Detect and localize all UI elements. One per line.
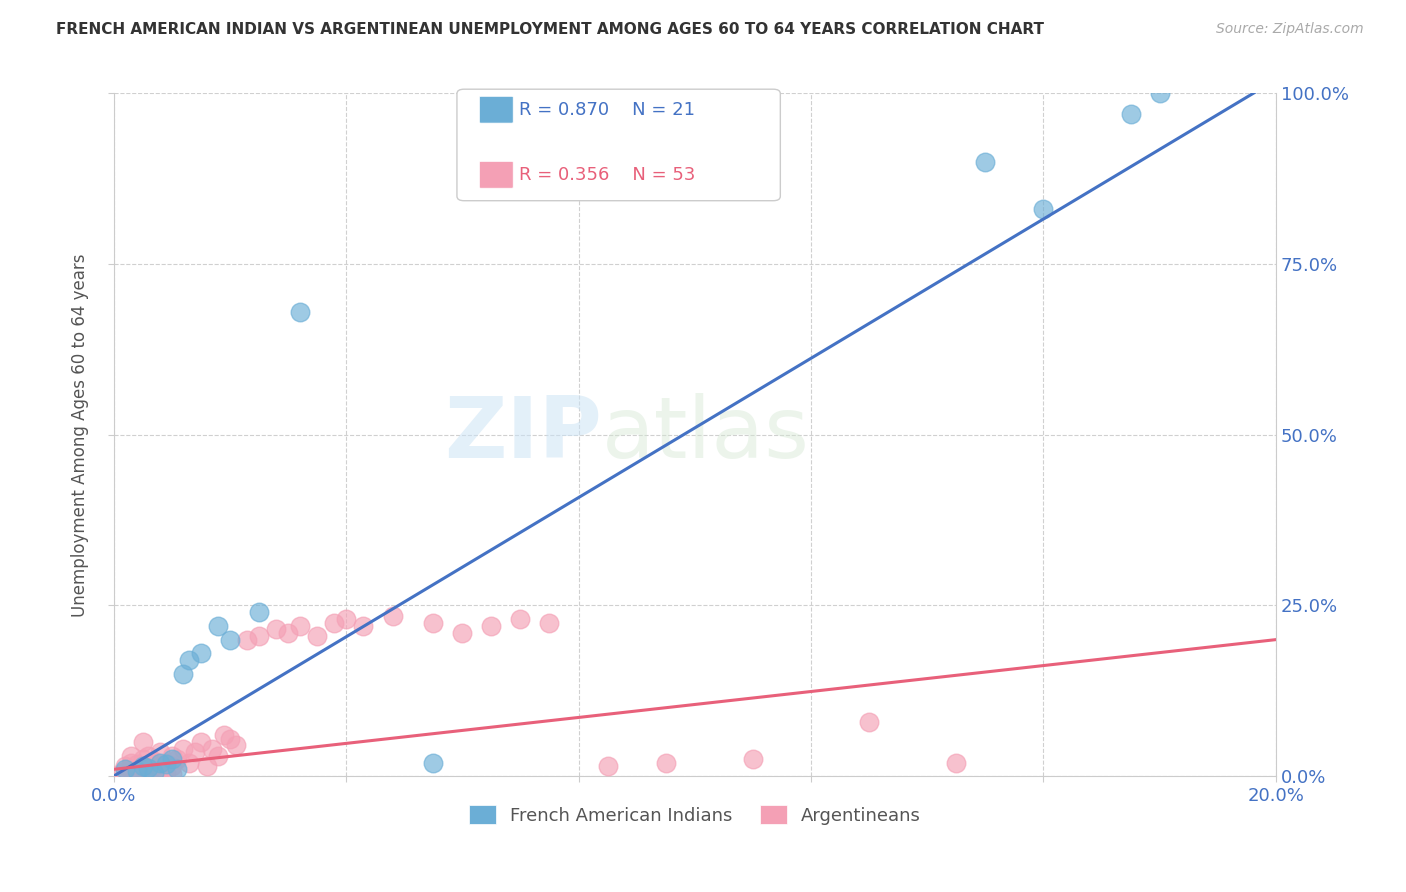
Point: [212, 728, 235, 742]
Text: R = 0.356    N = 53: R = 0.356 N = 53: [519, 166, 695, 184]
Point: [125, 756, 148, 771]
Point: [323, 615, 346, 630]
Point: [201, 742, 224, 756]
Point: [160, 748, 183, 763]
Text: Source: ZipAtlas.com: Source: ZipAtlas.com: [1216, 22, 1364, 37]
Point: [166, 752, 188, 766]
Point: [155, 756, 177, 771]
Point: [353, 619, 375, 633]
Point: [114, 762, 136, 776]
Point: [149, 756, 172, 770]
Text: FRENCH AMERICAN INDIAN VS ARGENTINEAN UNEMPLOYMENT AMONG AGES 60 TO 64 YEARS COR: FRENCH AMERICAN INDIAN VS ARGENTINEAN UN…: [56, 22, 1045, 37]
Point: [160, 767, 183, 781]
Point: [131, 759, 153, 773]
Point: [184, 745, 207, 759]
Point: [114, 759, 136, 773]
Point: [335, 612, 357, 626]
Point: [155, 756, 177, 770]
Point: [509, 612, 531, 626]
Point: [190, 646, 212, 660]
Point: [422, 615, 444, 630]
Point: [236, 632, 259, 647]
Point: [218, 632, 240, 647]
Point: [266, 623, 288, 637]
Point: [131, 735, 153, 749]
Point: [277, 625, 299, 640]
Point: [218, 731, 240, 746]
Point: [114, 764, 136, 778]
Point: [177, 653, 200, 667]
Point: [305, 629, 328, 643]
Point: [166, 762, 188, 776]
Text: R = 0.870    N = 21: R = 0.870 N = 21: [519, 101, 695, 119]
Point: [149, 745, 172, 759]
Point: [422, 756, 444, 770]
Point: [451, 625, 474, 640]
Point: [177, 756, 200, 770]
Point: [108, 767, 131, 781]
Point: [247, 605, 270, 619]
Point: [172, 742, 194, 756]
Text: ZIP: ZIP: [444, 393, 602, 476]
Point: [858, 714, 880, 729]
Point: [1119, 107, 1142, 121]
Point: [131, 752, 153, 766]
Point: [138, 764, 160, 778]
Point: [288, 305, 311, 319]
Point: [247, 629, 270, 643]
Point: [131, 761, 153, 775]
Point: [138, 748, 160, 763]
Point: [945, 756, 967, 770]
Point: [288, 619, 311, 633]
Point: [479, 619, 502, 633]
Point: [1149, 87, 1171, 101]
Point: [741, 752, 763, 766]
Point: [538, 615, 561, 630]
Point: [138, 761, 160, 775]
Y-axis label: Unemployment Among Ages 60 to 64 years: Unemployment Among Ages 60 to 64 years: [72, 253, 89, 616]
Point: [207, 748, 229, 763]
Point: [149, 762, 172, 776]
Point: [125, 765, 148, 780]
Point: [143, 754, 166, 768]
Point: [125, 764, 148, 778]
Text: atlas: atlas: [602, 393, 810, 476]
Point: [160, 759, 183, 773]
Point: [195, 759, 218, 773]
Legend: French American Indians, Argentineans: French American Indians, Argentineans: [461, 798, 928, 832]
Point: [120, 756, 142, 770]
Point: [120, 762, 142, 776]
Point: [381, 608, 404, 623]
Point: [190, 735, 212, 749]
Point: [1032, 202, 1054, 217]
Point: [172, 666, 194, 681]
Point: [596, 759, 619, 773]
Point: [120, 748, 142, 763]
Point: [207, 619, 229, 633]
Point: [155, 765, 177, 780]
Point: [160, 752, 183, 766]
Point: [974, 154, 997, 169]
Point: [143, 759, 166, 773]
Point: [143, 765, 166, 780]
Point: [654, 756, 676, 770]
Point: [225, 739, 247, 753]
